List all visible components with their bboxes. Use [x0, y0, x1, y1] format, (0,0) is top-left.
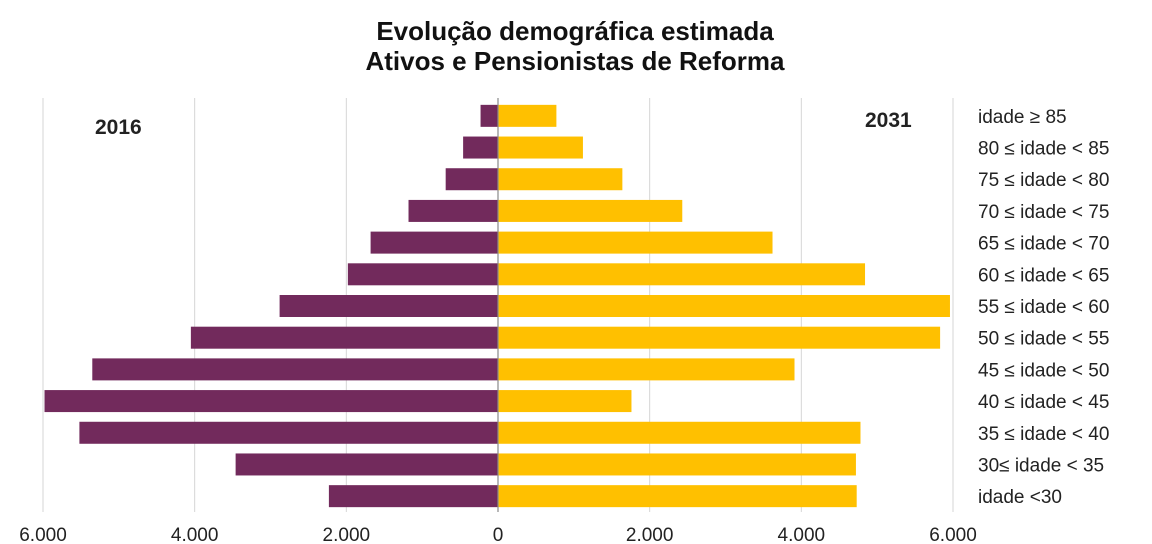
bar-2031-7 [498, 326, 941, 349]
bar-2031-8 [498, 358, 795, 381]
bar-2031-10 [498, 421, 861, 444]
bar-2031-1 [498, 136, 583, 159]
x-tick-label-2: 2.000 [323, 525, 371, 544]
category-label-2: 75 ≤ idade < 80 [978, 170, 1109, 191]
x-tick-label-5: 4.000 [778, 525, 826, 544]
category-label-8: 45 ≤ idade < 50 [978, 360, 1109, 381]
bar-2016-12 [328, 485, 498, 508]
x-tick-label-4: 2.000 [626, 525, 674, 544]
chart-subtitle: Ativos e Pensionistas de Reforma [365, 46, 785, 76]
bar-2031-12 [498, 485, 857, 508]
bar-2016-4 [370, 231, 498, 254]
chart-title: Evolução demográfica estimada [376, 16, 774, 46]
bar-2016-11 [235, 453, 498, 476]
category-label-10: 35 ≤ idade < 40 [978, 424, 1109, 445]
category-label-3: 70 ≤ idade < 75 [978, 202, 1109, 223]
bar-2031-6 [498, 295, 950, 317]
x-tick-label-1: 4.000 [171, 525, 219, 544]
category-label-7: 50 ≤ idade < 55 [978, 329, 1109, 350]
category-label-12: idade <30 [978, 487, 1062, 508]
category-labels: idade ≥ 85 80 ≤ idade < 85 75 ≤ idade < 80… [978, 107, 1109, 508]
category-label-0: idade ≥ 85 [978, 107, 1067, 128]
category-label-4: 65 ≤ idade < 70 [978, 234, 1109, 255]
bar-2031-3 [498, 199, 683, 222]
bar-2031-11 [498, 453, 856, 476]
bar-2016-8 [92, 358, 499, 381]
bar-2031-4 [498, 231, 773, 254]
category-label-6: 55 ≤ idade < 60 [978, 297, 1109, 318]
x-tick-label-6: 6.000 [929, 525, 977, 544]
bar-2031-5 [498, 263, 866, 286]
category-label-5: 60 ≤ idade < 65 [978, 265, 1109, 286]
bar-2016-0 [480, 104, 498, 127]
bar-2016-1 [463, 136, 498, 159]
bar-2031-2 [498, 168, 623, 191]
category-label-11: 30≤ idade < 35 [978, 455, 1104, 476]
x-tick-label-0: 6.000 [19, 525, 67, 544]
x-tick-labels: 6.000 4.000 2.000 0 2.000 4.000 6.000 [19, 525, 977, 544]
category-label-9: 40 ≤ idade < 45 [978, 392, 1109, 413]
bar-layer [44, 104, 950, 508]
bar-2016-6 [279, 295, 498, 317]
series-label-right: 2031 [865, 109, 912, 132]
bar-2031-0 [498, 104, 557, 127]
series-label-left: 2016 [95, 116, 142, 139]
x-tick-label-3: 0 [493, 525, 504, 544]
bar-2016-7 [190, 326, 498, 349]
bar-2031-9 [498, 390, 632, 413]
bar-2016-9 [44, 390, 499, 413]
bar-2016-3 [408, 199, 498, 222]
category-label-1: 80 ≤ idade < 85 [978, 139, 1109, 160]
bar-2016-2 [445, 168, 498, 191]
bar-2016-5 [347, 263, 498, 286]
bar-2016-10 [79, 421, 499, 444]
